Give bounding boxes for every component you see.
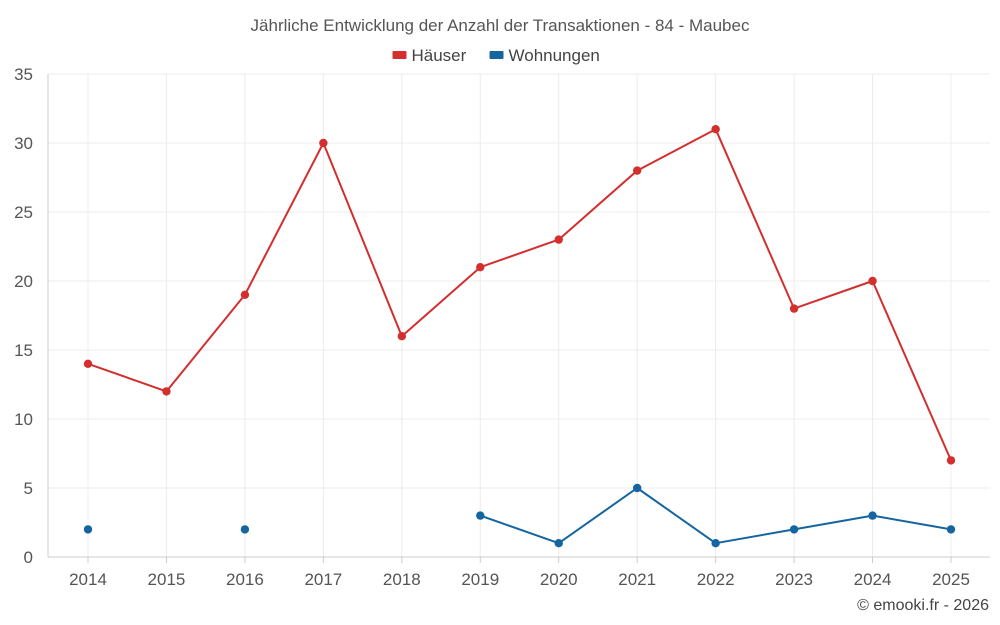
data-point xyxy=(240,290,250,299)
data-point xyxy=(476,511,485,520)
data-point xyxy=(397,332,407,341)
series-line-segment xyxy=(243,142,325,296)
data-point xyxy=(632,166,642,175)
legend-swatch xyxy=(489,51,504,59)
x-tick-label: 2017 xyxy=(304,570,342,589)
x-tick-label: 2024 xyxy=(854,570,892,589)
copyright-credit: © emooki.fr - 2026 xyxy=(857,597,989,614)
data-point xyxy=(868,511,877,520)
series-line-segment xyxy=(165,293,246,393)
legend-item: Wohnungen xyxy=(489,46,600,65)
data-point xyxy=(789,525,799,534)
series-line-segment xyxy=(793,280,874,310)
x-tick-label: 2021 xyxy=(618,570,656,589)
y-tick-label: 0 xyxy=(24,548,33,567)
x-tick-label: 2020 xyxy=(540,570,578,589)
data-point xyxy=(946,456,956,465)
legend-label: Häuser xyxy=(412,46,467,65)
series-line-segment xyxy=(714,528,796,545)
series-line-segment xyxy=(636,487,717,545)
chart-title: Jährliche Entwicklung der Anzahl der Tra… xyxy=(251,16,750,35)
x-tick-label: 2016 xyxy=(226,570,264,589)
data-point xyxy=(946,525,956,534)
data-point xyxy=(711,125,720,134)
legend-swatch xyxy=(392,51,407,59)
x-tick-label: 2019 xyxy=(461,570,499,589)
y-tick-label: 10 xyxy=(14,410,33,429)
legend-item: Häuser xyxy=(392,46,467,65)
data-point xyxy=(83,359,93,368)
data-point xyxy=(868,276,877,286)
x-tick-label: 2023 xyxy=(775,570,813,589)
x-tick-label: 2018 xyxy=(383,570,421,589)
y-tick-label: 20 xyxy=(14,272,33,291)
series-line-segment xyxy=(871,514,952,531)
y-tick-label: 25 xyxy=(14,203,33,222)
y-tick-label: 30 xyxy=(14,134,33,153)
x-tick-label: 2014 xyxy=(69,570,107,589)
series-wohnungen xyxy=(83,483,956,548)
series-line-segment xyxy=(793,514,874,531)
legend: Häuser Wohnungen xyxy=(392,46,600,65)
data-point xyxy=(240,525,250,534)
series-line-segment xyxy=(400,266,482,338)
series-häuser xyxy=(83,125,956,465)
x-tick-label: 2025 xyxy=(932,570,970,589)
y-tick-label: 5 xyxy=(24,479,33,498)
series-line-segment xyxy=(479,238,560,269)
data-point xyxy=(319,138,328,148)
series-line-segment xyxy=(557,487,639,545)
series-line-segment xyxy=(557,169,639,241)
data-point xyxy=(554,539,563,548)
grid xyxy=(48,73,990,557)
series-line-segment xyxy=(714,128,796,310)
data-point xyxy=(789,304,799,313)
series-line-segment xyxy=(871,280,952,462)
series-line-segment xyxy=(636,128,717,172)
series-line-segment xyxy=(479,514,560,545)
y-tick-label: 35 xyxy=(14,65,33,84)
data-point xyxy=(476,263,485,272)
series-line-segment xyxy=(322,142,403,338)
data-point xyxy=(554,235,563,244)
series-layer xyxy=(83,125,956,548)
x-tick-label: 2015 xyxy=(148,570,186,589)
legend-label: Wohnungen xyxy=(509,46,600,65)
y-tick-label: 15 xyxy=(14,341,33,360)
data-point xyxy=(83,525,93,534)
data-point xyxy=(711,539,720,548)
data-point xyxy=(632,483,642,493)
x-tick-label: 2022 xyxy=(697,570,735,589)
data-point xyxy=(162,387,171,396)
series-line-segment xyxy=(87,362,168,393)
